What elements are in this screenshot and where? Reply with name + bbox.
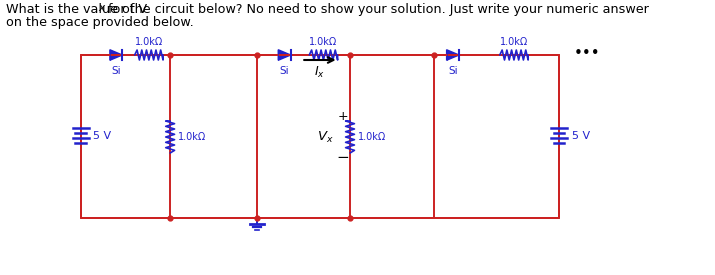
Polygon shape xyxy=(278,50,290,60)
Text: for the circuit below? No need to show your solution. Just write your numeric an: for the circuit below? No need to show y… xyxy=(104,3,649,16)
Text: $I_x$: $I_x$ xyxy=(315,65,325,80)
Text: x: x xyxy=(99,3,104,13)
Text: 5 V: 5 V xyxy=(93,131,111,141)
Polygon shape xyxy=(447,50,459,60)
Text: •••: ••• xyxy=(574,45,601,60)
Text: 1.0kΩ: 1.0kΩ xyxy=(500,37,528,47)
Text: −: − xyxy=(337,150,350,164)
Polygon shape xyxy=(110,50,122,60)
Text: Si: Si xyxy=(280,66,290,76)
Text: Si: Si xyxy=(112,66,121,76)
Bar xyxy=(81,55,559,218)
Text: 5 V: 5 V xyxy=(571,131,590,141)
Text: $V_x$: $V_x$ xyxy=(317,130,334,145)
Text: 1.0kΩ: 1.0kΩ xyxy=(178,132,207,142)
Text: 1.0kΩ: 1.0kΩ xyxy=(358,132,386,142)
Text: 1.0kΩ: 1.0kΩ xyxy=(310,37,337,47)
Text: Si: Si xyxy=(448,66,458,76)
Text: What is the value of V: What is the value of V xyxy=(6,3,147,16)
Text: +: + xyxy=(337,111,348,123)
Text: 1.0kΩ: 1.0kΩ xyxy=(134,37,163,47)
Text: on the space provided below.: on the space provided below. xyxy=(6,16,194,29)
